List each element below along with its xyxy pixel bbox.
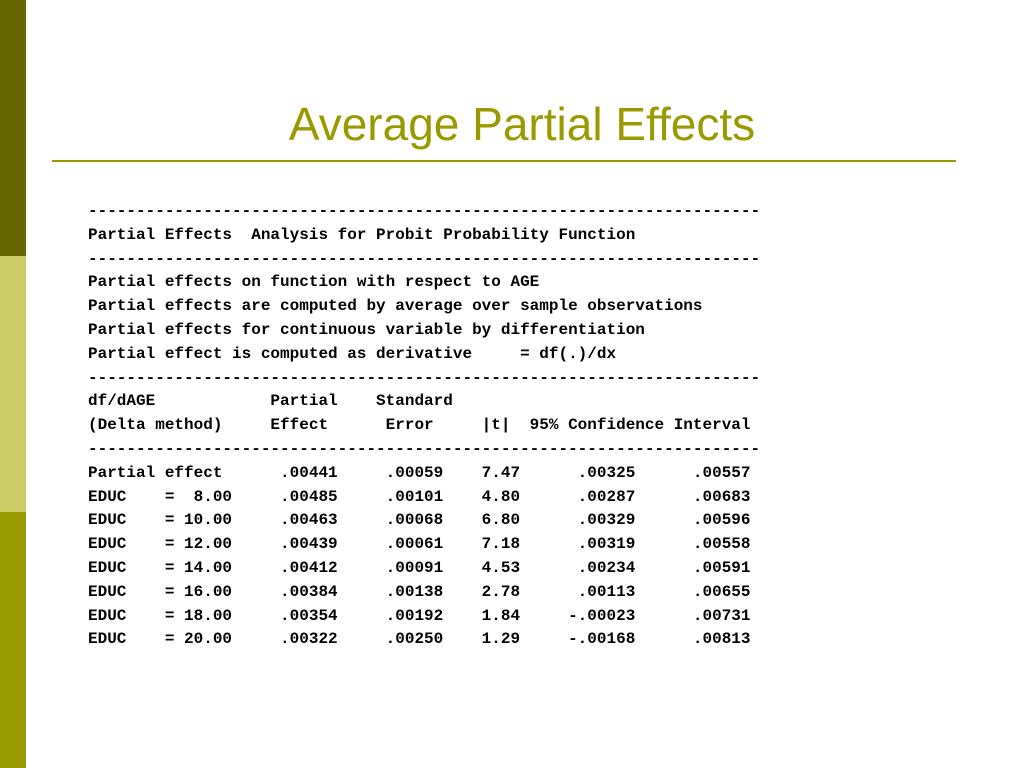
table-row: EDUC = 18.00 .00354 .00192 1.84 -.00023 … bbox=[88, 606, 751, 625]
table-row: EDUC = 12.00 .00439 .00061 7.18 .00319 .… bbox=[88, 535, 751, 554]
table-row: Partial effect .00441 .00059 7.47 .00325… bbox=[88, 463, 751, 482]
probit-output-block: ----------------------------------------… bbox=[88, 200, 958, 652]
output-heading: Partial Effects Analysis for Probit Prob… bbox=[88, 225, 636, 244]
table-row: EDUC = 10.00 .00463 .00068 6.80 .00329 .… bbox=[88, 511, 751, 530]
separator-line: ----------------------------------------… bbox=[88, 439, 761, 458]
side-bar-top-segment bbox=[0, 0, 26, 256]
description-line: Partial effects for continuous variable … bbox=[88, 320, 645, 339]
description-line: Partial effects on function with respect… bbox=[88, 273, 540, 292]
description-line: Partial effect is computed as derivative… bbox=[88, 344, 617, 363]
table-row: EDUC = 8.00 .00485 .00101 4.80 .00287 .0… bbox=[88, 487, 751, 506]
description-line: Partial effects are computed by average … bbox=[88, 297, 703, 316]
separator-line: ----------------------------------------… bbox=[88, 368, 761, 387]
table-header-row: df/dAGE Partial Standard bbox=[88, 392, 453, 411]
side-bar-bottom-segment bbox=[0, 512, 26, 768]
table-row: EDUC = 14.00 .00412 .00091 4.53 .00234 .… bbox=[88, 558, 751, 577]
separator-line: ----------------------------------------… bbox=[88, 249, 761, 268]
table-row: EDUC = 16.00 .00384 .00138 2.78 .00113 .… bbox=[88, 582, 751, 601]
table-header-row: (Delta method) Effect Error |t| 95% Conf… bbox=[88, 416, 751, 435]
side-bar-middle-segment bbox=[0, 256, 26, 512]
side-accent-bar bbox=[0, 0, 26, 768]
slide-title: Average Partial Effects bbox=[288, 98, 756, 150]
title-underline bbox=[52, 160, 956, 162]
separator-line: ----------------------------------------… bbox=[88, 202, 761, 220]
table-row: EDUC = 20.00 .00322 .00250 1.29 -.00168 … bbox=[88, 630, 751, 649]
